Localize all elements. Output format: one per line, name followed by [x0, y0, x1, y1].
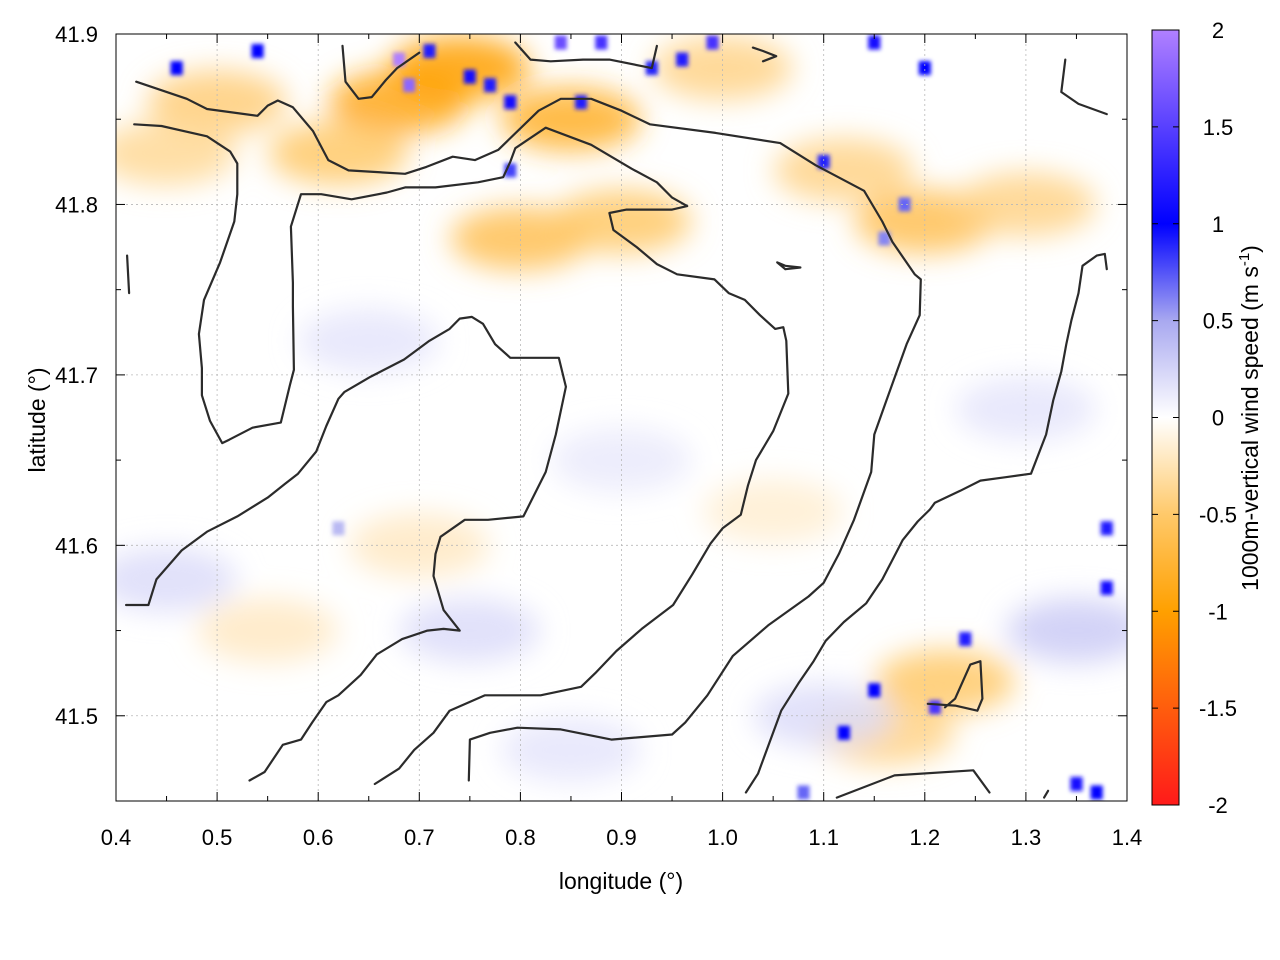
colorbar-title: 1000m-vertical wind speed (m s-1): [1236, 245, 1263, 591]
x-tick-label-5: 0.9: [606, 825, 637, 850]
x-tick-label-2: 0.6: [303, 825, 334, 850]
colorbar-ticks: 2 1.5 1 0.5 0 -0.5 -1 -1.5 -2: [1152, 18, 1237, 818]
y-tick-label-4: 41.9: [55, 22, 98, 47]
y-axis-title: latitude (°): [24, 367, 50, 472]
field-blob-22: [955, 376, 1096, 441]
contour-line-1: [133, 123, 790, 786]
y-tick-label-2: 41.7: [55, 363, 98, 388]
axis-ticks: [115, 33, 1128, 802]
contour-line-4: [341, 44, 421, 100]
field-blob-18: [399, 598, 540, 663]
field-speck-15: [918, 61, 931, 76]
field-blob-19: [116, 547, 237, 612]
field-speck-21: [1100, 580, 1113, 595]
x-tick-label-10: 1.4: [1112, 825, 1143, 850]
contour-line-11: [751, 46, 778, 63]
field-speck-13: [706, 35, 719, 50]
field-blob-2: [500, 87, 641, 152]
x-tick-label-7: 1.1: [808, 825, 839, 850]
field-blob-10: [116, 121, 237, 186]
field-speck-3: [463, 69, 476, 84]
x-tick-label-3: 0.7: [404, 825, 435, 850]
field-speck-22: [959, 632, 972, 647]
field-blob-21: [1006, 598, 1127, 663]
wind-speed-field: [116, 35, 1127, 800]
field-blob-24: [500, 717, 641, 782]
field-blob-9: [147, 70, 288, 135]
colorbar-tick-label-2: 1: [1212, 212, 1224, 237]
x-tick-label-4: 0.8: [505, 825, 536, 850]
field-blob-16: [703, 479, 844, 544]
colorbar-tick-label-8: -2: [1208, 793, 1228, 818]
y-tick-label-3: 41.8: [55, 192, 98, 217]
field-speck-1: [403, 78, 416, 93]
x-tick-label-9: 1.3: [1011, 825, 1042, 850]
x-tick-label-6: 1.0: [707, 825, 738, 850]
contour-line-3: [744, 252, 1108, 794]
x-axis-title: longitude (°): [559, 868, 683, 894]
field-speck-6: [554, 35, 567, 50]
field-speck-9: [170, 61, 183, 76]
contour-line-7: [926, 660, 984, 712]
field-speck-8: [575, 95, 588, 110]
colorbar-tick-label-4: 0: [1212, 406, 1224, 431]
colorbar-tick-label-3: 0.5: [1203, 309, 1234, 334]
colorbar-title-superscript: -1: [1236, 253, 1253, 266]
x-tick-label-0: 0.4: [101, 825, 132, 850]
contour-line-5: [514, 41, 658, 70]
field-speck-12: [676, 52, 689, 67]
field-speck-17: [898, 197, 911, 212]
contour-line-12: [1043, 789, 1050, 799]
contour-line-6: [776, 261, 802, 271]
field-blob-3: [268, 121, 409, 186]
colorbar-title-main: 1000m-vertical wind speed (m s: [1237, 266, 1263, 591]
field-speck-14: [868, 35, 881, 50]
field-speck-10: [251, 44, 264, 59]
field-blob-15: [197, 598, 338, 663]
field-speck-18: [878, 231, 891, 246]
field-speck-23: [868, 683, 881, 698]
field-blob-5: [551, 189, 692, 254]
x-tick-labels: 0.4 0.5 0.6 0.7 0.8 0.9 1.0 1.1 1.2 1.3 1.4: [101, 825, 1143, 850]
field-blob-7: [773, 138, 914, 203]
field-speck-2: [423, 44, 436, 59]
field-speck-29: [332, 521, 345, 536]
y-tick-label-0: 41.5: [55, 704, 98, 729]
field-speck-25: [837, 725, 850, 740]
grid: [116, 34, 1127, 801]
colorbar-tick-label-7: -1.5: [1199, 696, 1237, 721]
colorbar-tick-label-5: -0.5: [1199, 502, 1237, 527]
colorbar-tick-label-1: 1.5: [1203, 115, 1234, 140]
field-speck-4: [484, 78, 497, 93]
field-blob-17: [298, 308, 439, 373]
field-speck-7: [595, 35, 608, 50]
field-speck-0: [393, 52, 406, 67]
x-tick-label-8: 1.2: [910, 825, 941, 850]
y-tick-labels: 41.5 41.6 41.7 41.8 41.9: [55, 22, 98, 729]
colorbar-tick-label-6: -1: [1208, 599, 1228, 624]
contour-line-2: [125, 315, 567, 782]
field-speck-28: [797, 785, 810, 800]
terrain-contours: [125, 41, 1108, 799]
x-tick-label-1: 0.5: [202, 825, 233, 850]
field-speck-26: [1070, 776, 1083, 791]
field-speck-5: [504, 95, 517, 110]
y-tick-label-1: 41.6: [55, 533, 98, 558]
field-speck-24: [928, 700, 941, 715]
colorbar-tick-label-0: 2: [1212, 18, 1224, 43]
colorbar-title-close: ): [1237, 245, 1263, 253]
field-speck-16: [817, 154, 830, 169]
contour-line-8: [835, 769, 991, 799]
contour-line-10: [126, 254, 131, 295]
field-speck-27: [1090, 785, 1103, 800]
field-speck-20: [1100, 521, 1113, 536]
contour-line-0: [135, 80, 922, 782]
field-blob-11: [652, 36, 793, 101]
contour-line-9: [1060, 58, 1108, 116]
